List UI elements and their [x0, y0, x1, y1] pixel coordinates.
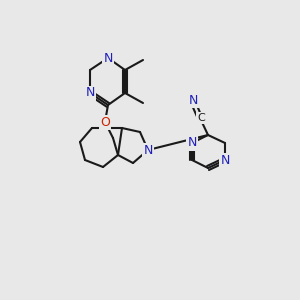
Text: N: N	[85, 86, 95, 100]
Text: O: O	[100, 116, 110, 128]
Text: N: N	[188, 94, 198, 106]
Text: N: N	[187, 136, 197, 149]
Text: N: N	[103, 52, 113, 64]
Text: C: C	[197, 113, 205, 123]
Text: N: N	[220, 154, 230, 166]
Text: N: N	[143, 143, 153, 157]
